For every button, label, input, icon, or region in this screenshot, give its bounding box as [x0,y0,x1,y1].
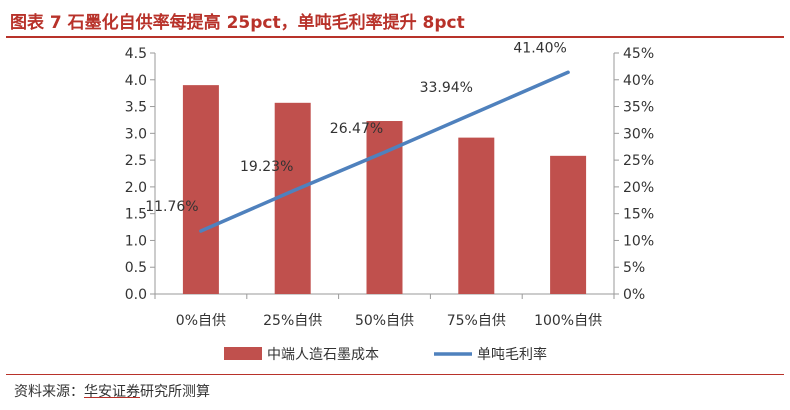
right-axis-tick-label: 0% [623,287,645,303]
right-axis-tick-label: 40% [623,73,654,89]
x-axis-category-label: 100%自供 [534,313,602,329]
left-axis-tick-label: 3.5 [125,100,147,116]
left-axis-tick-label: 4.0 [125,73,147,89]
margin-data-label: 41.40% [513,40,566,56]
title-rule [6,36,784,38]
source-org: 华安证券 [84,384,140,400]
margin-data-label: 26.47% [330,121,383,137]
combo-chart: 0.0 0.5 1.0 1.5 2.0 2.5 3.0 3.5 4.0 4.5 0% 5% 10% 15%… [125,40,654,363]
left-axis-tick-label: 1.5 [125,207,147,223]
source-note: 资料来源：华安证券研究所测算 [14,381,210,401]
right-axis-tick-label: 15% [623,207,654,223]
legend-label-margin: 单吨毛利率 [477,346,547,363]
left-axis-tick-label: 0.0 [125,287,147,303]
right-axis-tick-label: 10% [623,233,654,249]
left-axis-tick-label: 0.5 [125,260,147,276]
figure-title: 图表 7 石墨化自供率每提高 25pct，单吨毛利率提升 8pct [10,13,465,33]
x-axis-category-label: 75%自供 [447,313,506,329]
margin-line [199,70,570,233]
source-rule [6,374,784,375]
legend-label-cost: 中端人造石墨成本 [267,347,379,363]
right-axis-tick-label: 35% [623,100,654,116]
x-axis-category-label: 50%自供 [355,313,414,329]
x-axis-category-label: 0%自供 [176,313,226,329]
right-axis-tick-label: 5% [623,260,645,276]
cost-bar [182,85,219,294]
left-axis-tick-label: 2.5 [125,153,147,169]
cost-bar [550,155,587,294]
left-axis-tick-label: 1.0 [125,233,147,249]
margin-data-label: 11.76% [145,199,198,215]
cost-bar [366,121,403,294]
right-axis-tick-label: 25% [623,153,654,169]
left-axis-tick-label: 2.0 [125,180,147,196]
legend-swatch-cost [224,347,262,360]
source-suffix: 研究所测算 [140,384,210,400]
cost-bar [458,137,495,294]
right-axis-tick-label: 20% [623,180,654,196]
left-axis-tick-label: 3.0 [125,126,147,142]
figure-title-bar: 图表 7 石墨化自供率每提高 25pct，单吨毛利率提升 8pct [6,6,784,38]
cost-bar [274,102,311,294]
margin-data-label: 33.94% [420,80,473,96]
right-axis-tick-label: 30% [623,126,654,142]
left-axis-tick-label: 4.5 [125,46,147,62]
x-axis-category-label: 25%自供 [263,313,322,329]
margin-data-label: 19.23% [240,159,293,175]
right-axis-tick-label: 45% [623,46,654,62]
source-prefix: 资料来源： [14,384,84,400]
